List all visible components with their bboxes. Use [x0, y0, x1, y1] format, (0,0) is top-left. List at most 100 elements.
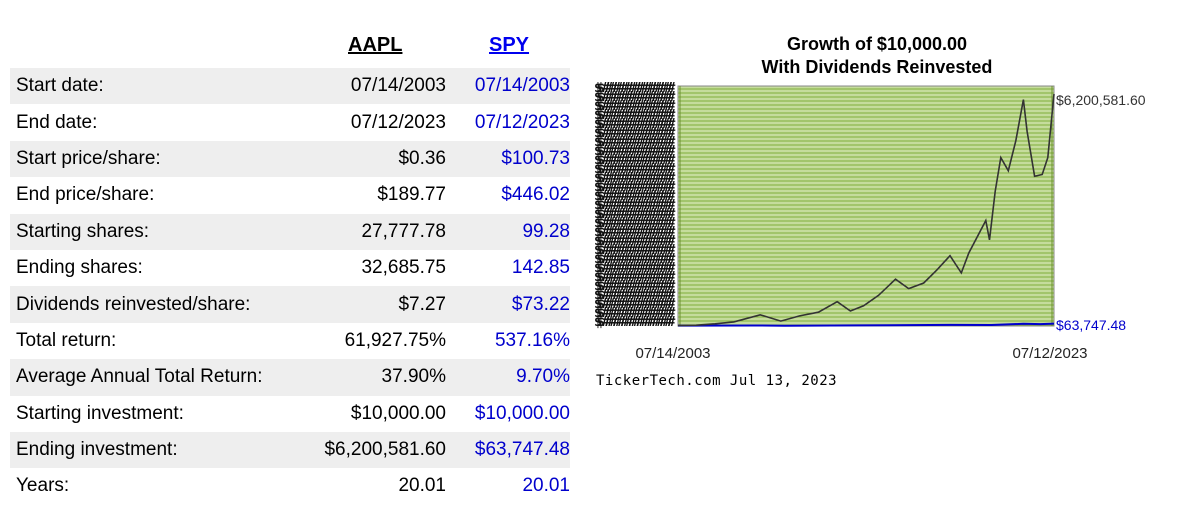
table-row: End date: 07/12/2023 07/12/2023: [10, 104, 570, 140]
spy-value: 20.01: [522, 475, 570, 497]
y-axis-ticks: $#########$#########$#########$#########…: [594, 81, 675, 330]
aapl-value: 61,927.75%: [344, 329, 446, 351]
chart-title: Growth of $10,000.00 With Dividends Rein…: [672, 33, 1082, 79]
aapl-value: $0.36: [398, 147, 446, 169]
y-tick-label: $#########: [594, 126, 672, 141]
row-label: Dividends reinvested/share:: [16, 293, 251, 315]
aapl-value: 27,777.78: [361, 220, 446, 242]
y-tick-label: $#########: [594, 108, 672, 123]
y-tick-label: $#########: [597, 81, 675, 96]
y-tick-label: $#########: [597, 306, 675, 321]
row-label: End date:: [16, 111, 98, 133]
y-tick-label: $#########: [594, 234, 672, 249]
y-tick-label: $#########: [597, 279, 675, 294]
aapl-value: 32,685.75: [361, 257, 446, 279]
chart-credit: TickerTech.com Jul 13, 2023: [596, 373, 838, 389]
y-tick-label: $#########: [597, 135, 675, 150]
ticker-link-aapl[interactable]: AAPL: [348, 34, 403, 56]
end-label-aapl: $6,200,581.60: [1056, 92, 1146, 108]
table-row: End price/share: $189.77 $446.02: [10, 177, 570, 213]
y-tick-label: $#########: [594, 162, 672, 177]
y-tick-label: $#########: [594, 315, 672, 330]
table-row: Dividends reinvested/share: $7.27 $73.22: [10, 286, 570, 323]
plot-area: [677, 85, 1055, 327]
row-label: Average Annual Total Return:: [16, 366, 263, 388]
y-tick-label: $#########: [594, 189, 672, 204]
spy-value: 07/12/2023: [474, 111, 570, 133]
spy-value: 99.28: [522, 220, 570, 242]
growth-chart: $#########$#########$#########$#########…: [594, 81, 1146, 362]
chart-title-line1: Growth of $10,000.00: [786, 34, 968, 54]
end-label-spy: $63,747.48: [1056, 317, 1126, 333]
gridlines: [678, 86, 1054, 326]
y-tick-label: $#########: [597, 180, 675, 195]
table-row: Ending investment: $6,200,581.60 $63,747.4…: [10, 431, 570, 469]
y-tick-label: $#########: [594, 306, 672, 321]
y-tick-label: $#########: [597, 234, 675, 249]
y-tick-label: $#########: [597, 288, 675, 303]
y-tick-label: $#########: [597, 189, 675, 204]
y-tick-label: $#########: [594, 288, 672, 303]
row-label: Total return:: [16, 329, 117, 351]
table-row: Starting shares: 27,777.78 99.28: [10, 213, 570, 250]
table-row: Starting investment: $10,000.00 $10,000.00: [10, 396, 570, 432]
y-tick-label: $#########: [594, 117, 672, 132]
y-tick-label: $#########: [597, 117, 675, 132]
table-row: Total return: 61,927.75% 537.16%: [10, 323, 570, 359]
y-tick-label: $#########: [597, 99, 675, 114]
y-tick-label: $#########: [594, 225, 672, 240]
y-tick-label: $#########: [594, 252, 672, 267]
aapl-value: $6,200,581.60: [324, 439, 446, 461]
aapl-value: 07/14/2003: [350, 75, 446, 97]
row-label: Start date:: [16, 75, 104, 97]
row-label: Ending shares:: [16, 257, 143, 279]
x-label-start: 07/14/2003: [635, 345, 710, 362]
spy-value: $446.02: [501, 184, 570, 206]
spy-value: $63,747.48: [474, 439, 570, 461]
y-tick-label: $#########: [597, 261, 675, 276]
y-tick-label: $#########: [594, 135, 672, 150]
y-tick-label: $#########: [597, 153, 675, 168]
y-tick-label: $#########: [597, 297, 675, 312]
y-tick-label: $#########: [594, 99, 672, 114]
spy-value: 537.16%: [494, 329, 570, 351]
table-row: Average Annual Total Return: 37.90% 9.70%: [10, 359, 570, 396]
y-tick-label: $#########: [597, 108, 675, 123]
y-tick-label: $#########: [594, 81, 672, 96]
aapl-value: 07/12/2023: [350, 111, 446, 133]
aapl-value: $7.27: [398, 293, 446, 315]
y-tick-label: $#########: [594, 270, 672, 285]
y-tick-label: $#########: [597, 315, 675, 330]
y-tick-label: $#########: [594, 297, 672, 312]
table-row: Years: 20.01 20.01: [10, 468, 570, 504]
ticker-link-spy[interactable]: SPY: [489, 34, 530, 56]
chart-title-line2: With Dividends Reinvested: [761, 57, 993, 77]
y-tick-label: $#########: [597, 216, 675, 231]
y-tick-label: $#########: [594, 90, 672, 105]
y-tick-label: $#########: [594, 180, 672, 195]
table-row: Ending shares: 32,685.75 142.85: [10, 250, 570, 286]
spy-value: $10,000.00: [474, 402, 570, 424]
y-tick-label: $#########: [597, 126, 675, 141]
row-label: End price/share:: [16, 184, 155, 206]
y-tick-label: $#########: [597, 270, 675, 285]
aapl-value: $10,000.00: [350, 402, 446, 424]
y-tick-label: $#########: [594, 216, 672, 231]
y-tick-label: $#########: [597, 198, 675, 213]
spy-value: $100.73: [501, 147, 570, 169]
spy-value: 9.70%: [516, 366, 570, 388]
y-tick-label: $#########: [597, 225, 675, 240]
row-label: Starting shares:: [16, 220, 150, 242]
table-row: Start price/share: $0.36 $100.73: [10, 140, 570, 178]
series-line-spy: [677, 322, 1055, 327]
y-tick-label: $#########: [594, 207, 672, 222]
spy-value: 142.85: [511, 257, 570, 279]
y-tick-label: $#########: [594, 144, 672, 159]
y-tick-label: $#########: [597, 90, 675, 105]
y-tick-label: $#########: [594, 171, 672, 186]
y-tick-label: $#########: [597, 243, 675, 258]
y-tick-label: $#########: [597, 171, 675, 186]
y-tick-label: $#########: [597, 207, 675, 222]
y-tick-label: $#########: [594, 198, 672, 213]
series-line-aapl: [677, 93, 1055, 327]
